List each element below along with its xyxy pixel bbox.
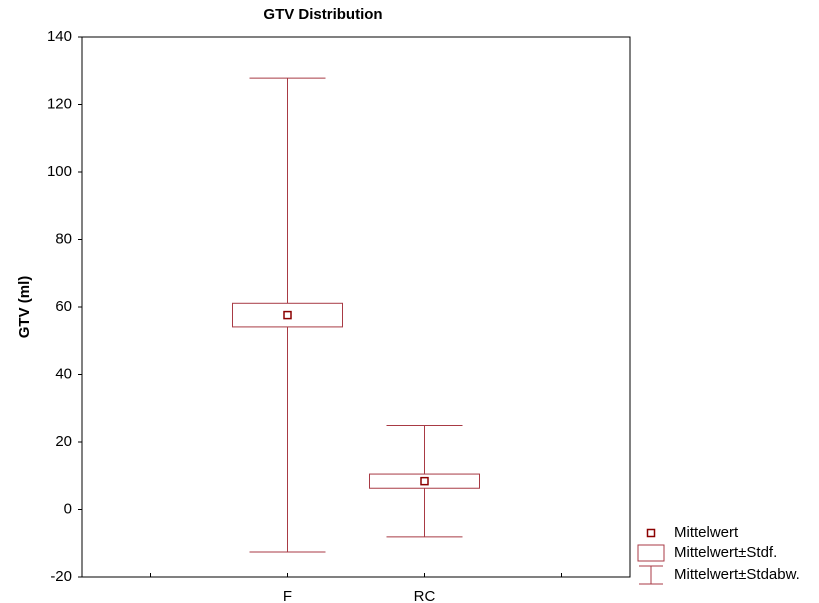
chart-title: GTV Distribution <box>263 6 382 23</box>
plot-frame <box>81 36 631 578</box>
legend-label: Mittelwert <box>674 524 739 541</box>
legend-label: Mittelwert±Stdf. <box>674 544 777 561</box>
y-tick-label: 60 <box>55 298 72 315</box>
mean-marker <box>283 310 292 320</box>
x-tick-label: RC <box>414 588 436 603</box>
y-tick-label: 20 <box>55 433 72 450</box>
y-tick-label: 80 <box>55 230 72 247</box>
legend-label: Mittelwert±Stdabw. <box>674 566 800 583</box>
y-tick-label: -20 <box>50 568 72 585</box>
mean-marker <box>420 476 429 486</box>
y-tick-label: 40 <box>55 365 72 382</box>
legend-box <box>637 544 665 562</box>
y-tick-label: 100 <box>47 163 72 180</box>
x-tick-label: F <box>283 588 292 603</box>
y-tick-label: 120 <box>47 95 72 112</box>
legend-marker <box>646 528 656 538</box>
y-tick-label: 0 <box>64 500 72 517</box>
y-tick-label: 140 <box>47 28 72 45</box>
y-axis-label: GTV (ml) <box>16 276 33 339</box>
